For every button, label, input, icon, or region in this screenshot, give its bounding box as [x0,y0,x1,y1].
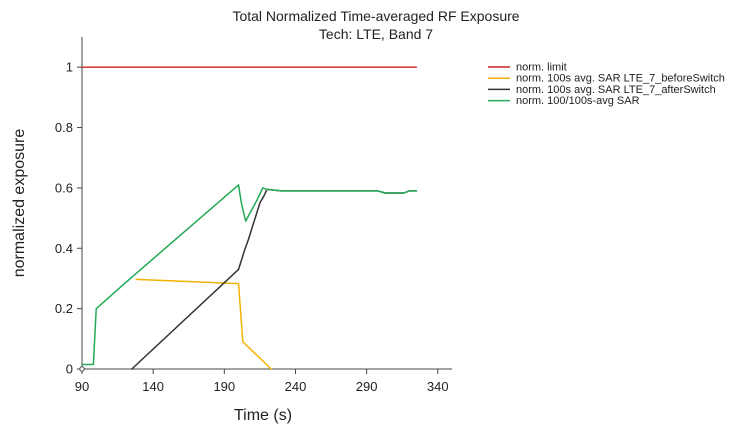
x-tick-label: 190 [213,379,235,394]
y-tick-label: 0.6 [55,180,73,195]
x-axis-label: Time (s) [234,407,292,424]
series-group [81,66,418,370]
y-ticks: 0 0.2 0.4 0.6 0.8 1 [55,60,82,377]
title-group: Total Normalized Time-averaged RF Exposu… [232,8,519,42]
series-line-3 [131,188,418,370]
x-ticks: 90 140 190 240 290 340 [75,369,449,394]
y-tick-label: 0.8 [55,120,73,135]
chart-title: Total Normalized Time-averaged RF Exposu… [232,8,519,24]
legend-label-1: norm. limit [516,62,567,74]
legend-label-4: norm. 100/100s-avg SAR [516,95,640,107]
y-tick-label: 0.2 [55,301,73,316]
chart-subtitle: Tech: LTE, Band 7 [319,26,433,42]
legend-label-2: norm. 100s avg. SAR LTE_7_beforeSwitch [516,73,725,85]
x-tick-label: 290 [356,379,378,394]
legend-label-3: norm. 100s avg. SAR LTE_7_afterSwitch [516,84,716,96]
x-tick-label: 140 [142,379,164,394]
origin-marker [79,366,85,372]
x-tick-label: 90 [75,379,89,394]
y-tick-label: 0.4 [55,241,73,256]
axes-group: 0 0.2 0.4 0.6 0.8 1 90 140 190 240 290 340 [55,37,452,394]
series-line-4 [81,184,418,366]
y-axis-label: normalized exposure [11,129,28,278]
y-tick-label: 1 [66,60,73,75]
series-line-2 [135,278,273,370]
x-tick-label: 240 [285,379,307,394]
x-tick-label: 340 [427,379,449,394]
y-tick-label: 0 [66,362,73,377]
